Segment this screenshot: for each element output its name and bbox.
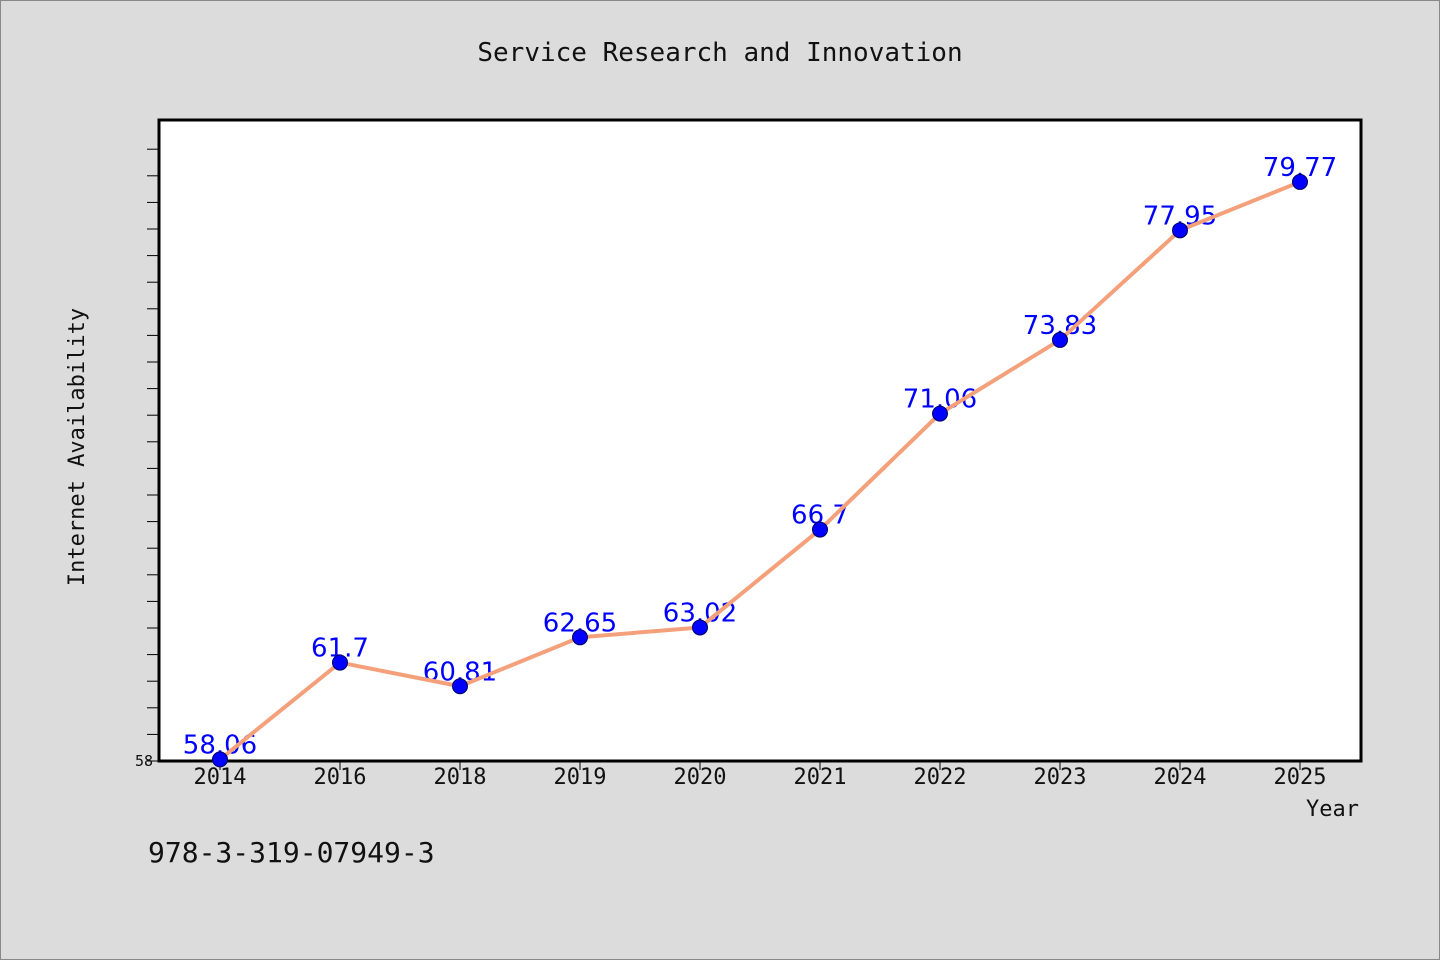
data-point <box>1292 173 1308 190</box>
plot-area <box>157 118 1363 763</box>
y-tick-label: 58 <box>135 752 153 770</box>
y-axis-label: Internet Availability <box>65 308 90 586</box>
x-tick-label: 2018 <box>434 765 487 790</box>
data-point <box>692 619 708 636</box>
data-point <box>212 751 228 768</box>
x-tick-label: 2025 <box>1274 765 1327 790</box>
data-point <box>1052 331 1068 348</box>
x-tick-label: 2019 <box>554 765 607 790</box>
x-tick-label: 2020 <box>674 765 727 790</box>
data-point <box>932 405 948 422</box>
chart-title: Service Research and Innovation <box>477 38 962 68</box>
y-axis-ticks: 58 <box>135 148 159 770</box>
data-point <box>572 629 588 646</box>
series-line <box>218 180 1301 761</box>
data-point <box>1172 222 1188 239</box>
x-tick-label: 2024 <box>1154 765 1207 790</box>
x-axis-ticks: 2014 2016 2018 2019 2020 2021 2022 2023 2024 2025 <box>194 761 1327 790</box>
x-tick-label: 2022 <box>914 765 967 790</box>
x-tick-label: 2021 <box>794 765 847 790</box>
isbn-footnote: 978-3-319-07949-3 <box>148 836 435 869</box>
data-point <box>332 654 348 671</box>
x-tick-label: 2014 <box>194 765 247 790</box>
series-layer <box>212 173 1308 768</box>
x-tick-label: 2016 <box>314 765 367 790</box>
data-point <box>812 521 828 538</box>
x-axis-label: Year <box>1306 797 1359 822</box>
x-tick-label: 2023 <box>1034 765 1087 790</box>
data-point <box>452 678 468 695</box>
